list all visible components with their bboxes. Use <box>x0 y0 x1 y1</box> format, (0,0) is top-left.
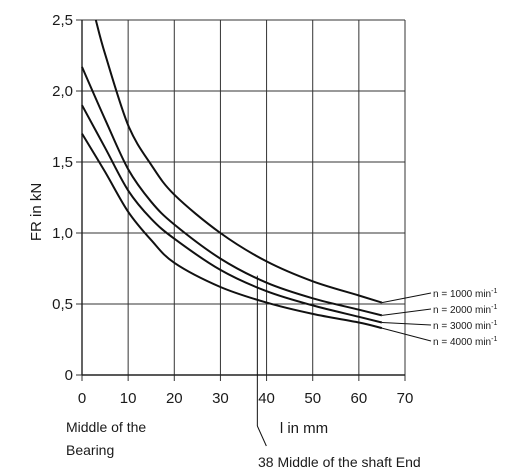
series-line-1 <box>94 19 383 304</box>
bearing-note-line2: Bearing <box>66 442 114 458</box>
legend-label-4: n = 4000 min-1 <box>433 336 497 348</box>
axes <box>76 19 406 381</box>
x-tick-label: 40 <box>258 390 275 407</box>
x-axis-label: l in mm <box>280 420 328 437</box>
y-tick-labels: 0 0,5 1,0 1,5 2,0 2,5 <box>52 12 73 384</box>
legend: n = 1000 min-1 n = 2000 min-1 n = 3000 min… <box>381 288 497 348</box>
x-tick-label: 60 <box>351 390 368 407</box>
y-tick-label: 0,5 <box>52 296 73 313</box>
series-line-4 <box>81 133 383 330</box>
legend-leader-line <box>381 321 432 326</box>
grid-lines <box>82 19 406 375</box>
y-tick-label: 1,5 <box>52 154 73 171</box>
series-lines <box>81 19 383 330</box>
legend-label-2: n = 2000 min-1 <box>433 304 497 316</box>
legend-label-1: n = 1000 min-1 <box>433 288 497 300</box>
y-axis-label: FR in kN <box>28 183 45 241</box>
legend-leader-line <box>381 327 432 342</box>
series-line-2 <box>81 66 383 317</box>
x-tick-label: 30 <box>212 390 229 407</box>
legend-leader-line <box>381 308 432 316</box>
legend-label-3: n = 3000 min-1 <box>433 320 497 332</box>
x-tick-labels: 0 10 20 30 40 50 60 70 <box>78 390 414 407</box>
marker-leader <box>256 425 267 447</box>
y-tick-label: 1,0 <box>52 225 73 242</box>
x-tick-label: 10 <box>120 390 137 407</box>
x-tick-label: 50 <box>304 390 321 407</box>
y-tick-label: 2,5 <box>52 12 73 29</box>
shaft-end-marker: 38 Middle of the shaft End <box>256 275 421 470</box>
y-tick-label: 2,0 <box>52 83 73 100</box>
x-tick-label: 0 <box>78 390 86 407</box>
x-tick-label: 20 <box>166 390 183 407</box>
y-tick-label: 0 <box>65 367 73 384</box>
marker-label: 38 Middle of the shaft End <box>258 454 421 470</box>
legend-leader-line <box>381 292 432 304</box>
bearing-note-line1: Middle of the <box>66 419 146 435</box>
series-line-3 <box>81 104 383 324</box>
x-tick-label: 70 <box>397 390 414 407</box>
